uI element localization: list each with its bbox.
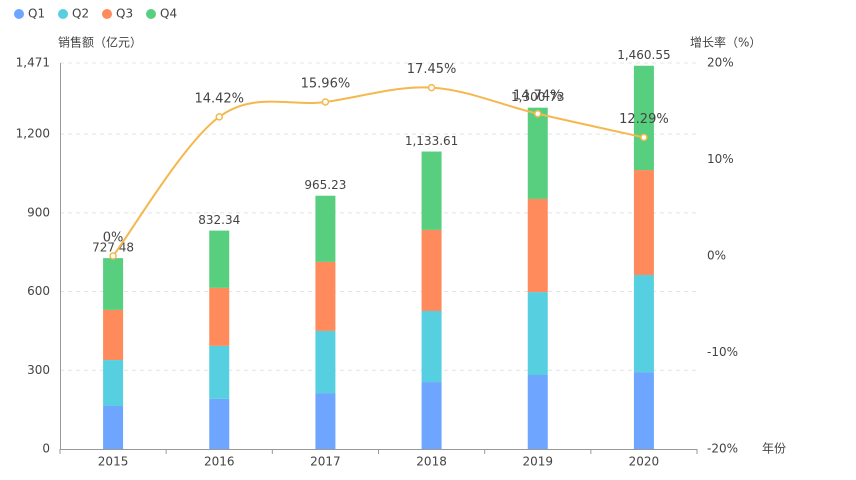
bar-segment [633, 275, 654, 373]
total-label: 965.23 [304, 178, 346, 192]
legend-marker [146, 9, 156, 19]
y-tick-label: 300 [27, 363, 50, 377]
x-tick-label: 2018 [416, 455, 447, 469]
bar-segment [315, 195, 336, 262]
bar-segment [421, 310, 442, 383]
bar-segment [209, 398, 230, 449]
y-axis-title: 销售额（亿元） [58, 35, 142, 50]
x-axis-title: 年份 [762, 442, 786, 456]
growth-label: 17.45% [407, 62, 457, 77]
total-label: 1,133.61 [405, 134, 458, 148]
y-tick-label: 1,200 [16, 127, 50, 141]
y2-tick-label: 10% [707, 152, 734, 166]
bar-segment [103, 258, 124, 310]
growth-line [112, 86, 645, 257]
bar-segment [633, 372, 654, 449]
growth-label: 14.42% [194, 91, 244, 106]
bar-segment [315, 330, 336, 394]
bar-segment [103, 405, 124, 449]
total-label: 832.34 [198, 213, 240, 227]
bar-segment [209, 345, 230, 399]
x-tick-label: 2020 [629, 455, 660, 469]
x-tick-label: 2015 [98, 455, 129, 469]
y-tick-label: 900 [27, 205, 50, 219]
legend-label: Q2 [72, 7, 89, 21]
y-tick-label: 0 [42, 442, 50, 456]
bar-segment [315, 261, 336, 331]
growth-label: 0% [103, 231, 124, 246]
y2-tick-label: 20% [707, 56, 734, 70]
growth-point [321, 98, 330, 106]
total-label: 1,300.73 [511, 90, 564, 104]
growth-label: 14.74% [513, 88, 563, 103]
growth-label: 15.96% [301, 76, 351, 91]
bar-segment [633, 170, 654, 276]
bar-segment [527, 107, 548, 199]
x-tick-label: 2019 [522, 455, 553, 469]
growth-point [109, 252, 117, 260]
y2-tick-label: -10% [707, 345, 738, 359]
bar-segment [633, 65, 654, 171]
bar-segment [527, 375, 548, 449]
growth-point [640, 133, 648, 142]
legend-label: Q1 [28, 7, 45, 21]
legend-label: Q4 [160, 7, 177, 21]
total-label: 1,460.55 [617, 48, 670, 62]
growth-label: 12.29% [619, 112, 669, 127]
bar-segment [103, 309, 124, 361]
bar-segment [421, 229, 442, 311]
bar-segment [527, 198, 548, 293]
x-tick-label: 2017 [310, 455, 341, 469]
total-label: 727.48 [92, 241, 134, 255]
bar-segment [209, 230, 230, 288]
x-tick-label: 2016 [204, 455, 235, 469]
growth-point [215, 113, 223, 121]
legend-marker [14, 9, 24, 19]
bar-segment [103, 360, 124, 406]
bar-segment [421, 382, 442, 449]
growth-point [534, 110, 542, 118]
bar-segment [527, 292, 548, 376]
y-tick-label: 600 [27, 284, 50, 298]
growth-point [427, 83, 436, 92]
y-tick-label: 1,471 [16, 56, 50, 70]
bar-segment [315, 393, 336, 449]
legend-marker [102, 9, 112, 19]
y2-axis-title: 增长率（%） [690, 35, 761, 50]
legend-marker [58, 9, 68, 19]
bar-segment [209, 287, 230, 346]
legend-label: Q3 [116, 7, 133, 21]
y2-tick-label: 0% [707, 249, 726, 263]
y2-tick-label: -20% [707, 442, 738, 456]
bar-segment [421, 151, 442, 230]
